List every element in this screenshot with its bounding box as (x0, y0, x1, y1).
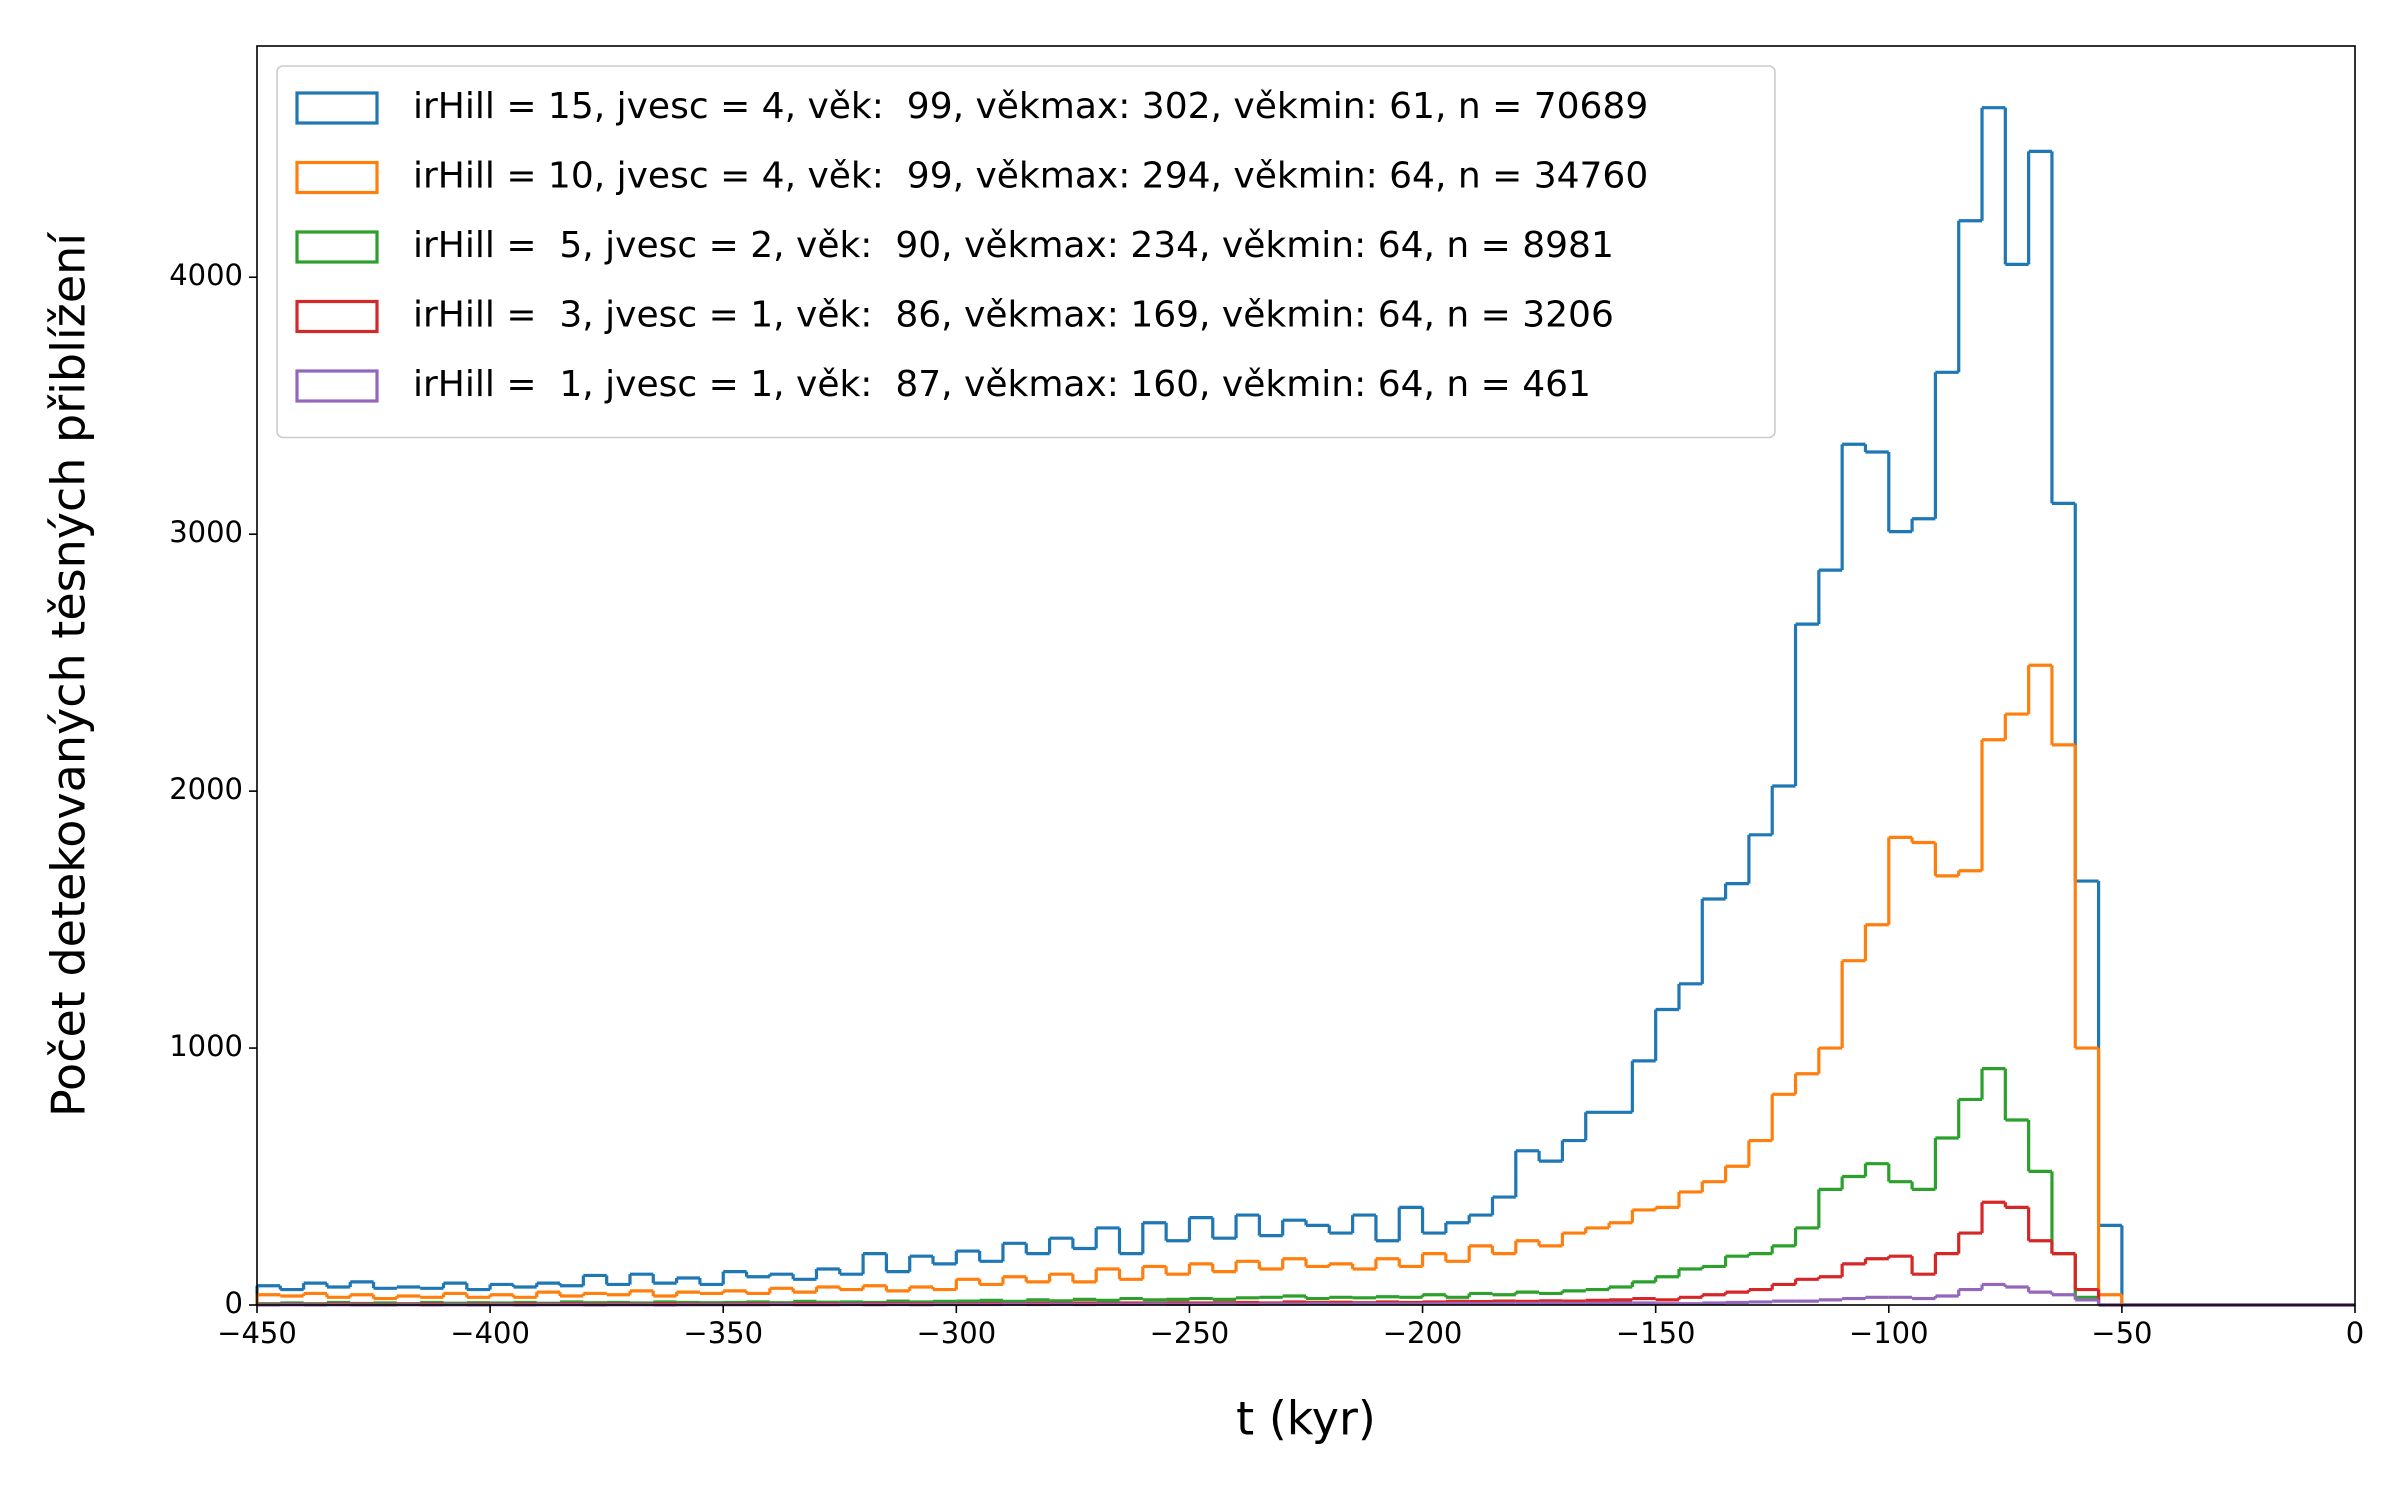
x-tick-label: −350 (683, 1316, 763, 1350)
legend-label: irHill = 3, jvesc = 1, věk: 86, věkmax: … (413, 295, 1614, 336)
legend-label: irHill = 1, jvesc = 1, věk: 87, věkmax: … (413, 364, 1591, 405)
x-tick-label: 0 (2346, 1316, 2364, 1350)
legend-swatch (295, 369, 379, 403)
x-tick-label: −450 (217, 1316, 297, 1350)
x-tick-label: −150 (1616, 1316, 1696, 1350)
y-tick-label: 1000 (169, 1029, 243, 1063)
x-tick-label: −200 (1383, 1316, 1463, 1350)
legend-label: irHill = 5, jvesc = 2, věk: 90, věkmax: … (413, 225, 1614, 266)
legend: irHill = 15, jvesc = 4, věk: 99, věkmax:… (276, 65, 1776, 439)
legend-swatch (295, 160, 379, 195)
y-tick-label: 3000 (169, 515, 243, 549)
x-tick-label: −300 (917, 1316, 997, 1350)
legend-swatch (295, 230, 379, 264)
x-tick-label: −250 (1150, 1316, 1230, 1350)
x-axis-title: t (kyr) (1236, 1392, 1376, 1446)
legend-label: irHill = 10, jvesc = 4, věk: 99, věkmax:… (413, 156, 1648, 197)
x-tick-label: −400 (450, 1316, 530, 1350)
y-tick-label: 4000 (169, 258, 243, 292)
legend-label: irHill = 15, jvesc = 4, věk: 99, věkmax:… (413, 86, 1648, 127)
y-tick-label: 0 (225, 1286, 243, 1320)
y-tick-label: 2000 (169, 772, 243, 806)
y-axis-title: Počet detekovaných těsných přiblížení (42, 232, 96, 1117)
legend-swatch (295, 299, 379, 334)
x-tick-label: −100 (1849, 1316, 1929, 1350)
legend-box (276, 65, 1776, 439)
plot-frame (256, 45, 2356, 1306)
x-tick-label: −50 (2091, 1316, 2152, 1350)
legend-swatch (295, 91, 379, 125)
